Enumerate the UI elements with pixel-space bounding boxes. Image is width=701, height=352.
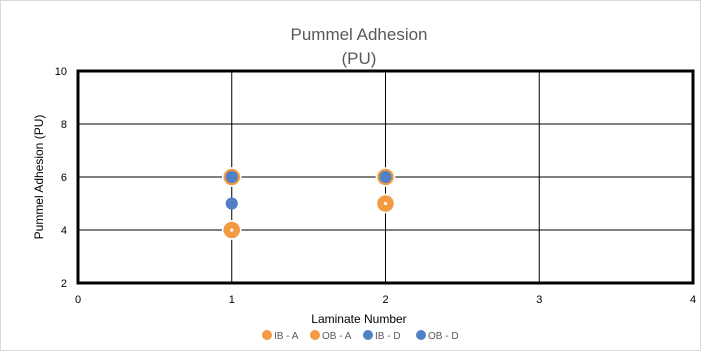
data-points	[222, 167, 396, 240]
plot-area-border	[76, 69, 695, 285]
y-tick-label: 2	[61, 278, 67, 290]
x-axis-label: Laminate Number	[311, 312, 406, 326]
data-point-center	[383, 201, 388, 206]
x-tick-label: 1	[229, 294, 235, 306]
x-tick-label: 0	[75, 294, 81, 306]
legend-marker	[262, 330, 272, 340]
chart-subtitle: (PU)	[342, 49, 377, 68]
x-tick-label: 4	[690, 294, 696, 306]
legend-marker	[310, 330, 320, 340]
y-tick-label: 10	[55, 66, 67, 78]
y-axis-label: Pummel Adhesion (PU)	[32, 115, 46, 240]
legend-label: IB - D	[375, 331, 401, 342]
y-tick-label: 6	[61, 172, 67, 184]
legend: IB - A OB - A IB - D OB - D	[262, 330, 459, 342]
legend-marker	[363, 330, 373, 340]
x-tick-label: 3	[536, 294, 542, 306]
data-point-ob-d	[379, 171, 392, 183]
tick-labels: 0 1 2 3 4 2 4 6 8 10	[55, 66, 696, 306]
data-point-ob-d	[225, 171, 238, 183]
chart-title: Pummel Adhesion	[290, 25, 427, 44]
legend-marker	[416, 330, 426, 340]
legend-label: OB - A	[322, 331, 352, 342]
data-point-center	[230, 228, 234, 232]
legend-label: OB - D	[428, 331, 459, 342]
y-tick-label: 8	[61, 119, 67, 131]
y-tick-label: 4	[61, 225, 67, 237]
legend-label: IB - A	[274, 331, 299, 342]
data-point-ob-d	[225, 197, 238, 210]
x-tick-label: 2	[382, 294, 388, 306]
